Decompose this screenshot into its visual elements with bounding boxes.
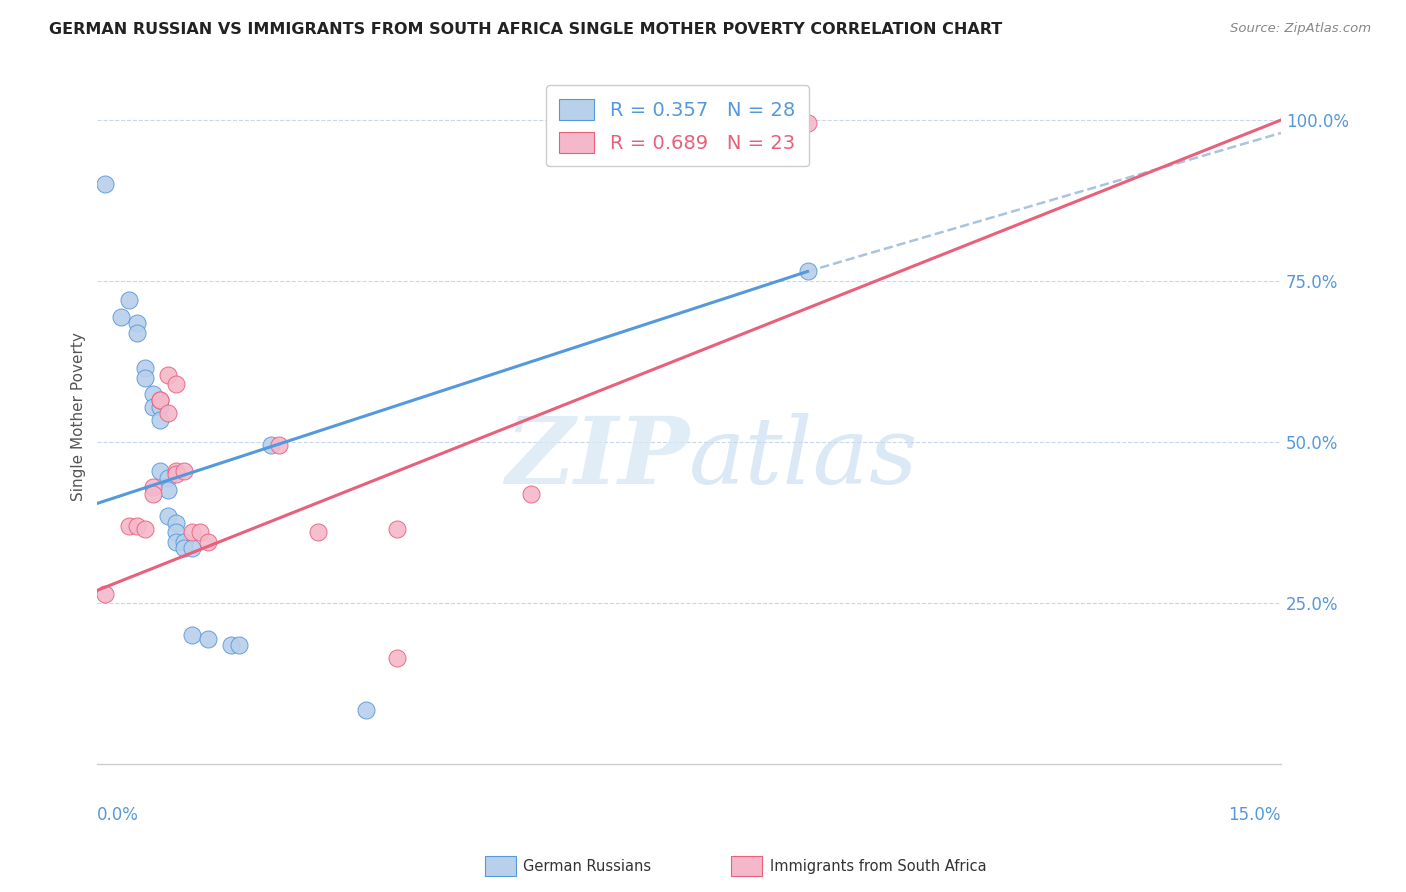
Point [165, 516, 187, 530]
Point [307, 525, 329, 540]
Point [165, 377, 187, 392]
Point [157, 368, 180, 382]
Point [125, 326, 148, 340]
Point [188, 525, 211, 540]
Point [134, 361, 156, 376]
Text: 15.0%: 15.0% [1229, 806, 1281, 824]
Point [149, 393, 172, 408]
Text: 0.0%: 0.0% [97, 806, 139, 824]
Point [142, 387, 165, 401]
Point [796, 264, 818, 278]
Point [142, 486, 165, 500]
Text: GERMAN RUSSIAN VS IMMIGRANTS FROM SOUTH AFRICA SINGLE MOTHER POVERTY CORRELATION: GERMAN RUSSIAN VS IMMIGRANTS FROM SOUTH … [49, 22, 1002, 37]
Point [142, 480, 165, 494]
Point [142, 400, 165, 414]
Point [387, 651, 409, 665]
Point [165, 464, 187, 478]
Point [520, 486, 543, 500]
Point [165, 525, 187, 540]
Point [267, 438, 290, 452]
Point [387, 522, 409, 536]
Text: German Russians: German Russians [523, 859, 651, 873]
Point [110, 310, 132, 324]
Point [149, 400, 172, 414]
Point [149, 393, 172, 408]
Point [157, 470, 180, 484]
Point [118, 293, 141, 308]
Text: atlas: atlas [689, 413, 918, 503]
Point [134, 370, 156, 384]
Point [157, 509, 180, 524]
Point [173, 535, 195, 549]
Point [165, 467, 187, 482]
Point [149, 412, 172, 426]
Point [197, 535, 219, 549]
Point [157, 406, 180, 420]
Point [228, 638, 250, 652]
Point [173, 464, 195, 478]
Point [181, 525, 204, 540]
Point [157, 483, 180, 498]
Point [149, 464, 172, 478]
Point [181, 541, 204, 556]
Y-axis label: Single Mother Poverty: Single Mother Poverty [72, 332, 86, 500]
Point [181, 628, 204, 642]
Point [260, 438, 283, 452]
Point [221, 638, 243, 652]
Point [354, 702, 377, 716]
Text: Immigrants from South Africa: Immigrants from South Africa [770, 859, 987, 873]
Point [94, 178, 117, 192]
Point [125, 316, 148, 330]
Text: Source: ZipAtlas.com: Source: ZipAtlas.com [1230, 22, 1371, 36]
Point [173, 541, 195, 556]
Point [134, 522, 156, 536]
Point [94, 586, 117, 600]
Legend: R = 0.357   N = 28, R = 0.689   N = 23: R = 0.357 N = 28, R = 0.689 N = 23 [546, 86, 808, 167]
Point [197, 632, 219, 646]
Point [165, 535, 187, 549]
Point [796, 116, 818, 130]
Point [125, 519, 148, 533]
Text: ZIP: ZIP [505, 413, 689, 503]
Point [118, 519, 141, 533]
